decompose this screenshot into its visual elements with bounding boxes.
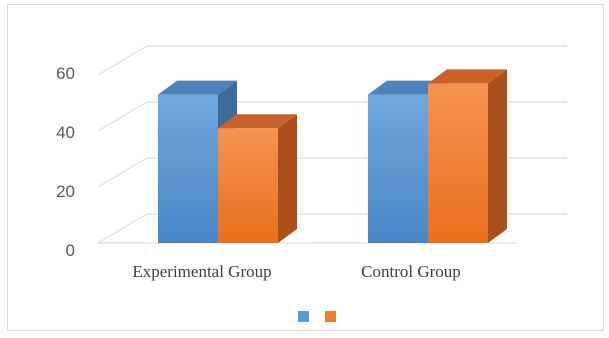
y-tick-label: 60: [56, 64, 75, 83]
category-label-control: Control Group: [361, 262, 461, 281]
legend: [298, 311, 336, 322]
legend-swatch-orange: [325, 311, 336, 322]
bars: [158, 69, 507, 244]
bar-orange-0: [218, 114, 297, 243]
y-tick-label: 40: [56, 123, 75, 142]
category-label-experimental: Experimental Group: [132, 262, 271, 281]
x-axis-categories: Experimental Group Control Group: [132, 262, 460, 281]
bar-orange-1: [428, 69, 507, 244]
gridline: [97, 45, 567, 76]
y-axis-ticks: 0 20 40 60: [56, 64, 75, 260]
legend-swatch-blue: [298, 311, 309, 322]
y-tick-label: 20: [56, 182, 75, 201]
y-tick-label: 0: [66, 241, 75, 260]
